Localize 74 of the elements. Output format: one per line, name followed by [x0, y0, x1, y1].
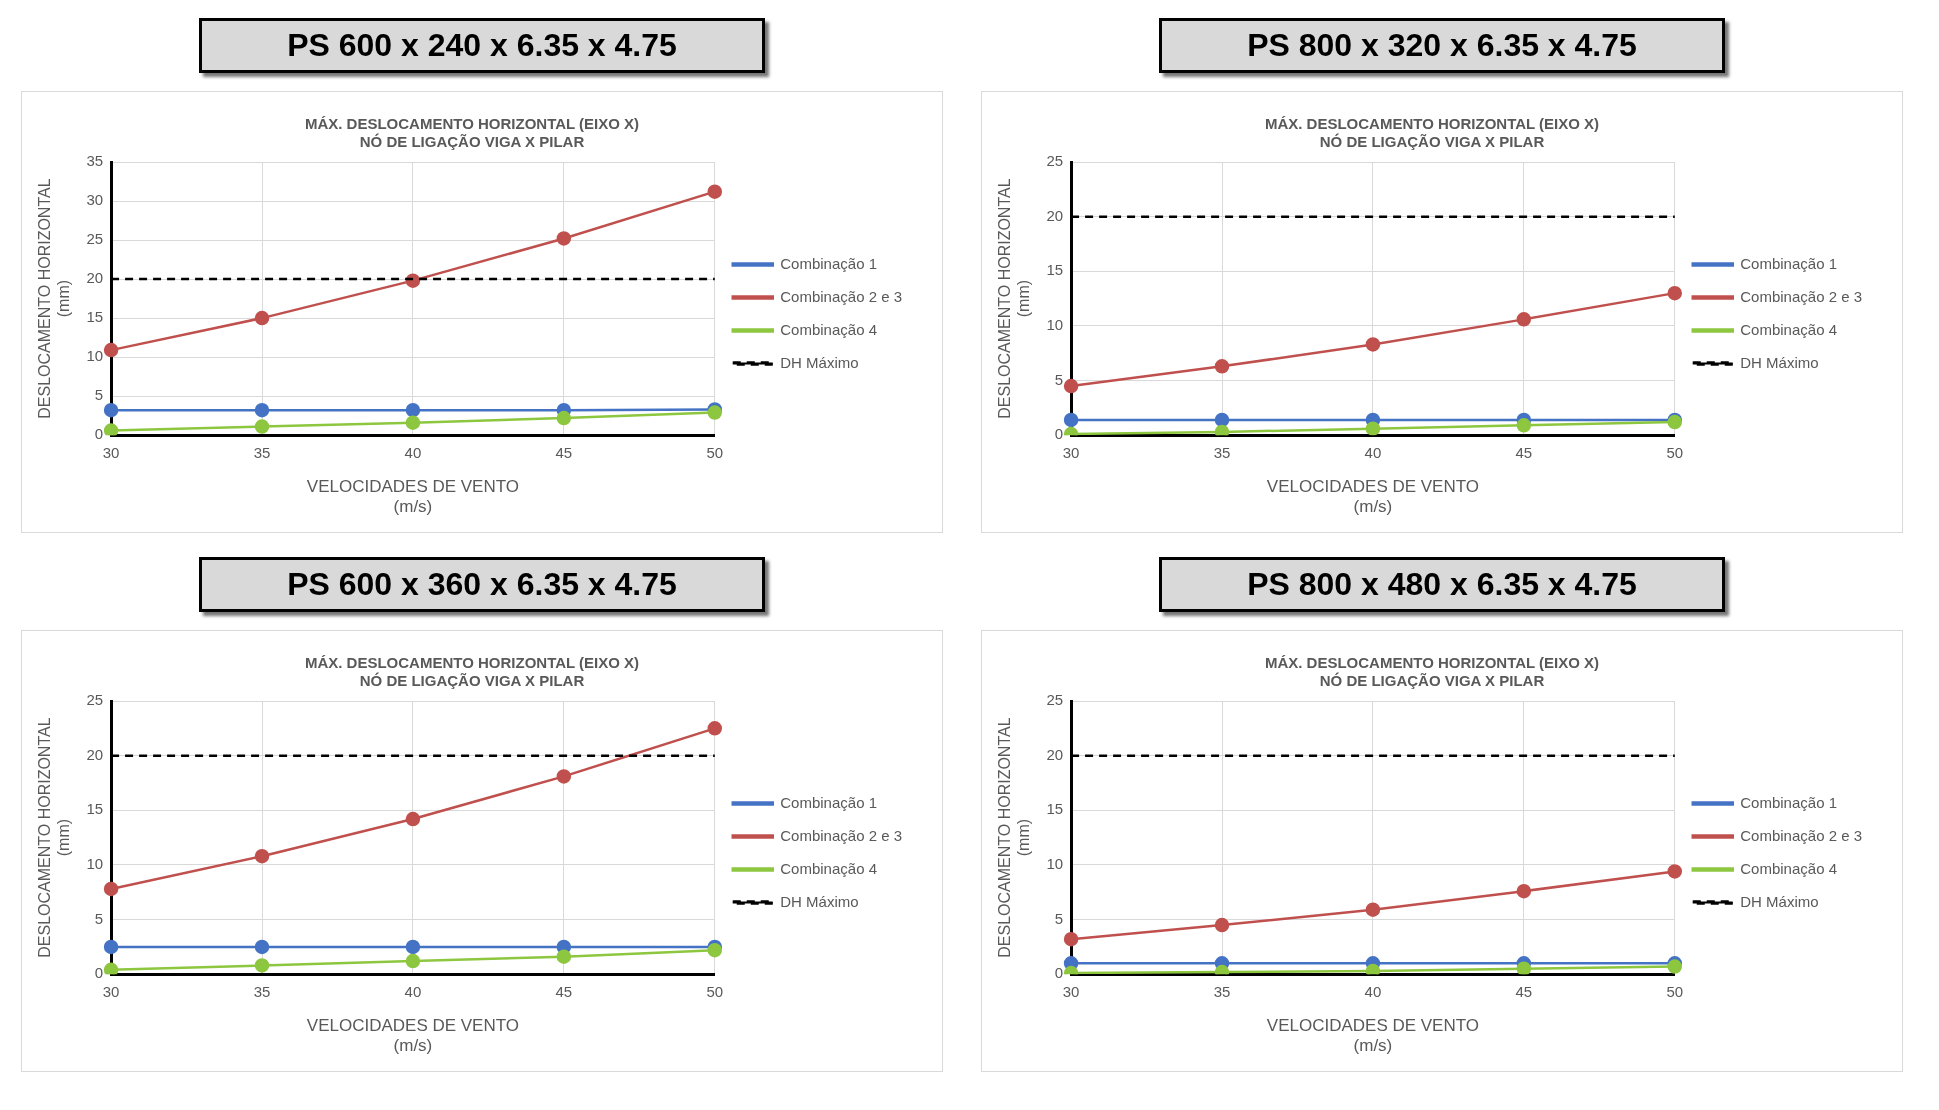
y-tick-label: 0	[94, 964, 104, 982]
legend-label: Combinação 2 e 3	[1740, 826, 1863, 844]
chart-title: PS 600 x 360 x 6.35 x 4.75	[199, 557, 765, 612]
y-tick-label: 20	[1046, 745, 1064, 763]
y-tick-label: 25	[1046, 691, 1064, 709]
x-tick-label: 40	[1364, 983, 1382, 1001]
x-tick-label: 35	[1213, 983, 1231, 1001]
x-tick-label: 50	[1666, 444, 1684, 462]
y-tick-label: 10	[1046, 316, 1064, 334]
chart-title: PS 600 x 240 x 6.35 x 4.75	[199, 18, 765, 73]
y-axis-title: DESLOCAMENTO HORIZONTAL (mm)	[36, 717, 73, 958]
y-tick-label: 15	[86, 308, 104, 326]
legend-label: Combinação 1	[1740, 254, 1837, 272]
x-tick-label: 50	[706, 983, 724, 1001]
y-tick-label: 0	[1054, 964, 1064, 982]
legend-label: Combinação 1	[1740, 793, 1837, 811]
y-axis-title: DESLOCAMENTO HORIZONTAL (mm)	[996, 717, 1033, 958]
y-axis-title: DESLOCAMENTO HORIZONTAL (mm)	[996, 178, 1033, 419]
legend-label: DH Máximo	[780, 353, 859, 371]
legend-label: DH Máximo	[1740, 892, 1819, 910]
y-tick-label: 0	[94, 425, 104, 443]
x-tick-label: 40	[404, 444, 422, 462]
legend-label: Combinação 4	[780, 859, 877, 877]
legend-label: DH Máximo	[1740, 353, 1819, 371]
x-tick-label: 40	[404, 983, 422, 1001]
x-axis-title: VELOCIDADES DE VENTO (m/s)	[306, 477, 520, 517]
y-tick-label: 0	[1054, 425, 1064, 443]
y-tick-label: 15	[86, 800, 104, 818]
chart-title: PS 800 x 480 x 6.35 x 4.75	[1159, 557, 1725, 612]
y-tick-label: 15	[1046, 261, 1064, 279]
y-tick-label: 5	[94, 909, 104, 927]
legend-label: DH Máximo	[780, 892, 859, 910]
y-tick-label: 20	[86, 745, 104, 763]
x-tick-label: 45	[1515, 444, 1533, 462]
y-tick-label: 5	[94, 386, 104, 404]
y-tick-label: 25	[1046, 152, 1064, 170]
chart-subtitle: MÁX. DESLOCAMENTO HORIZONTAL (EIXO X) NÓ DE LIGAÇÃO VIGA X PILAR	[304, 115, 640, 151]
y-tick-label: 5	[1054, 909, 1064, 927]
x-tick-label: 35	[1213, 444, 1231, 462]
legend-label: Combinação 2 e 3	[1740, 287, 1863, 305]
chart-title: PS 800 x 320 x 6.35 x 4.75	[1159, 18, 1725, 73]
x-tick-label: 50	[1666, 983, 1684, 1001]
y-tick-label: 30	[86, 191, 104, 209]
y-tick-label: 20	[1046, 206, 1064, 224]
x-tick-label: 40	[1364, 444, 1382, 462]
y-axis-title: DESLOCAMENTO HORIZONTAL (mm)	[36, 178, 73, 419]
y-tick-label: 25	[86, 230, 104, 248]
legend-label: Combinação 4	[780, 320, 877, 338]
y-tick-label: 10	[1046, 855, 1064, 873]
y-tick-label: 10	[86, 855, 104, 873]
x-axis-title: VELOCIDADES DE VENTO (m/s)	[1266, 1016, 1480, 1056]
x-tick-label: 35	[253, 983, 271, 1001]
y-tick-label: 5	[1054, 370, 1064, 388]
x-tick-label: 50	[706, 444, 724, 462]
x-tick-label: 45	[1515, 983, 1533, 1001]
legend-label: Combinação 4	[1740, 320, 1837, 338]
y-tick-label: 10	[86, 347, 104, 365]
chart-subtitle: MÁX. DESLOCAMENTO HORIZONTAL (EIXO X) NÓ DE LIGAÇÃO VIGA X PILAR	[304, 654, 640, 690]
legend-label: Combinação 2 e 3	[780, 826, 903, 844]
x-tick-label: 35	[253, 444, 271, 462]
x-tick-label: 45	[555, 444, 573, 462]
legend-label: Combinação 4	[1740, 859, 1837, 877]
y-tick-label: 20	[86, 269, 104, 287]
x-axis-title: VELOCIDADES DE VENTO (m/s)	[1266, 477, 1480, 517]
x-tick-label: 45	[555, 983, 573, 1001]
y-tick-label: 25	[86, 691, 104, 709]
y-tick-label: 35	[86, 152, 104, 170]
x-axis-title: VELOCIDADES DE VENTO (m/s)	[306, 1016, 520, 1056]
chart-subtitle: MÁX. DESLOCAMENTO HORIZONTAL (EIXO X) NÓ DE LIGAÇÃO VIGA X PILAR	[1264, 115, 1600, 151]
y-tick-label: 15	[1046, 800, 1064, 818]
legend-label: Combinação 2 e 3	[780, 287, 903, 305]
chart-subtitle: MÁX. DESLOCAMENTO HORIZONTAL (EIXO X) NÓ DE LIGAÇÃO VIGA X PILAR	[1264, 654, 1600, 690]
legend-label: Combinação 1	[780, 793, 877, 811]
legend-label: Combinação 1	[780, 254, 877, 272]
